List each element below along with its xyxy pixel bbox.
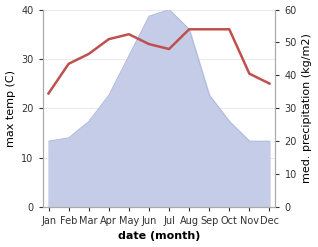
Y-axis label: med. precipitation (kg/m2): med. precipitation (kg/m2) <box>302 33 313 183</box>
Y-axis label: max temp (C): max temp (C) <box>5 70 16 147</box>
X-axis label: date (month): date (month) <box>118 231 200 242</box>
